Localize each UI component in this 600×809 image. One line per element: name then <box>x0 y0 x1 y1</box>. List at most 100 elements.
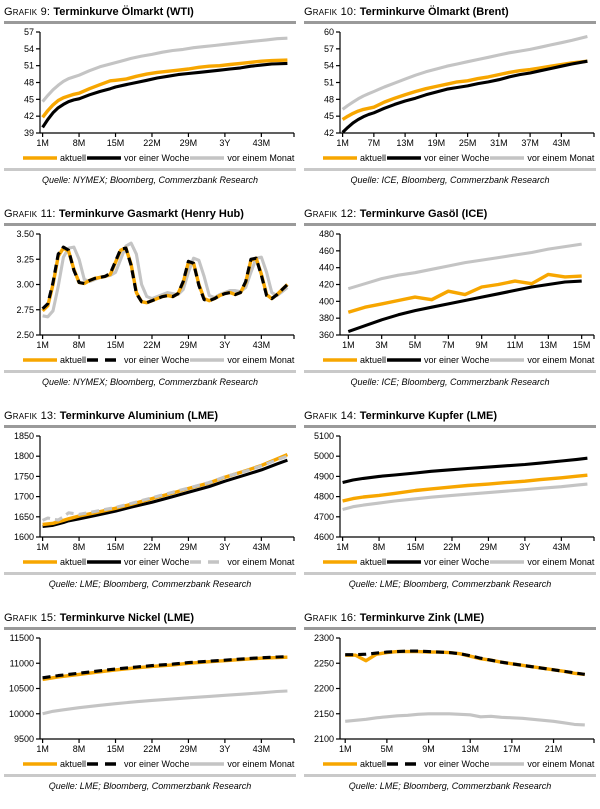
x-tick-label: 7M <box>442 340 455 350</box>
y-tick-label: 60 <box>324 27 334 37</box>
legend-item: aktuell <box>322 355 386 365</box>
x-tick-label: 37M <box>521 138 539 148</box>
x-tick-label: 3M <box>375 340 388 350</box>
x-tick-label: 3Y <box>219 340 230 350</box>
legend-item: vor einer Woche <box>386 355 489 365</box>
chart-title-prefix: Grafik 10: <box>304 6 360 18</box>
x-tick-label: 29M <box>180 138 198 148</box>
legend-label: vor einem Monat <box>227 153 295 163</box>
series-line-aktuell <box>41 58 288 119</box>
chart-legend: aktuell vor einer Woche vor einem Monat <box>304 353 596 367</box>
series-line-aktuell <box>341 59 588 121</box>
y-tick-label: 2150 <box>314 709 334 719</box>
chart-source: Quelle: NYMEX; Bloomberg, Commerzbank Re… <box>41 175 259 185</box>
series-line-vor-einer-woche <box>341 59 588 134</box>
legend-swatch <box>87 560 122 564</box>
legend-item: vor einem Monat <box>189 153 294 163</box>
chart-card: Grafik 12: Terminkurve Gasöl (ICE) 360 38… <box>300 202 600 404</box>
legend-swatch <box>87 762 122 766</box>
legend-item: vor einer Woche <box>386 759 489 769</box>
source-divider <box>304 572 596 575</box>
legend-swatch <box>490 358 525 362</box>
legend-swatch <box>87 358 122 362</box>
x-tick-label: 13M <box>396 138 414 148</box>
y-tick-label: 3.00 <box>16 280 34 290</box>
chart-plot: 4600 4700 4800 4900 5000 5100 1M 8M 15M 22M 29M 3Y 4… <box>314 431 595 552</box>
series-line-vor-einer-woche <box>42 655 288 680</box>
series-line-vor-einer-woche <box>347 279 582 334</box>
legend-label: vor einem Monat <box>227 557 295 567</box>
chart-title-row: Grafik 9: Terminkurve Ölmarkt (WTI) <box>4 5 296 19</box>
x-tick-label: 22M <box>443 542 461 552</box>
chart-title-row: Grafik 14: Terminkurve Kupfer (LME) <box>304 409 596 423</box>
y-tick-label: 45 <box>324 111 334 121</box>
x-tick-label: 13M <box>461 744 479 754</box>
legend-item: vor einer Woche <box>86 557 189 567</box>
legend-item: aktuell <box>322 153 386 163</box>
x-tick-label: 1M <box>336 542 349 552</box>
chart-title-row: Grafik 16: Terminkurve Zink (LME) <box>304 611 596 625</box>
x-tick-label: 43M <box>553 138 571 148</box>
legend-item: vor einem Monat <box>189 355 294 365</box>
series-line-aktuell <box>42 655 288 682</box>
chart-card: Grafik 9: Terminkurve Ölmarkt (WTI) 39 42… <box>0 0 300 202</box>
legend-item: vor einer Woche <box>86 153 189 163</box>
x-tick-label: 25M <box>459 138 477 148</box>
legend-label: aktuell <box>60 759 87 769</box>
legend-item: vor einem Monat <box>489 153 594 163</box>
chart-title: Terminkurve Ölmarkt (WTI) <box>53 6 194 18</box>
y-tick-label: 1600 <box>14 532 34 542</box>
y-tick-label: 42 <box>324 128 334 138</box>
legend-swatch <box>190 156 225 160</box>
y-tick-label: 9500 <box>14 734 34 744</box>
legend-swatch <box>190 358 225 362</box>
legend-swatch <box>23 156 57 160</box>
chart-legend: aktuell vor einer Woche vor einem Monat <box>304 555 596 569</box>
series-line-aktuell <box>347 272 582 314</box>
y-tick-label: 48 <box>324 94 334 104</box>
chart-legend: aktuell vor einer Woche vor einem Monat <box>4 757 296 771</box>
y-tick-label: 1650 <box>14 512 34 522</box>
legend-item: aktuell <box>22 557 86 567</box>
legend-item: aktuell <box>22 355 86 365</box>
legend-swatch <box>490 156 525 160</box>
x-tick-label: 3Y <box>219 744 230 754</box>
series-line-vor-einer-woche <box>342 456 588 485</box>
title-divider <box>4 627 296 630</box>
x-tick-label: 29M <box>180 340 198 350</box>
chart-card: Grafik 14: Terminkurve Kupfer (LME) 4600… <box>300 404 600 606</box>
chart-card: Grafik 10: Terminkurve Ölmarkt (Brent) 4… <box>300 0 600 202</box>
y-tick-label: 4800 <box>314 492 334 502</box>
source-divider <box>4 370 296 373</box>
y-tick-label: 1700 <box>14 492 34 502</box>
legend-item: vor einem Monat <box>489 759 594 769</box>
x-tick-label: 29M <box>480 542 498 552</box>
source-divider <box>304 774 596 777</box>
x-tick-label: 5M <box>409 340 422 350</box>
legend-item: vor einer Woche <box>86 355 189 365</box>
legend-swatch <box>323 358 357 362</box>
source-divider <box>304 370 596 373</box>
x-tick-label: 15M <box>573 340 591 350</box>
legend-swatch <box>190 762 225 766</box>
legend-swatch <box>323 762 357 766</box>
x-tick-label: 43M <box>253 744 271 754</box>
chart-title-row: Grafik 15: Terminkurve Nickel (LME) <box>4 611 296 625</box>
y-tick-label: 360 <box>319 330 334 340</box>
chart-source: Quelle: LME; Bloomberg, Commerzbank Rese… <box>348 579 552 589</box>
legend-label: vor einer Woche <box>424 153 490 163</box>
x-tick-label: 8M <box>73 138 86 148</box>
x-tick-label: 21M <box>545 744 563 754</box>
legend-item: vor einem Monat <box>489 557 594 567</box>
x-tick-label: 8M <box>73 542 86 552</box>
y-tick-label: 5100 <box>314 431 334 441</box>
legend-item: aktuell <box>22 759 86 769</box>
chart-title-row: Grafik 10: Terminkurve Ölmarkt (Brent) <box>304 5 596 19</box>
y-tick-label: 2.75 <box>16 305 34 315</box>
chart-legend: aktuell vor einer Woche vor einem Monat <box>4 555 296 569</box>
legend-swatch <box>23 560 57 564</box>
y-tick-label: 2.50 <box>16 330 34 340</box>
chart-title-prefix: Grafik 13: <box>4 410 60 422</box>
y-tick-label: 42 <box>24 111 34 121</box>
y-tick-label: 380 <box>319 313 334 323</box>
